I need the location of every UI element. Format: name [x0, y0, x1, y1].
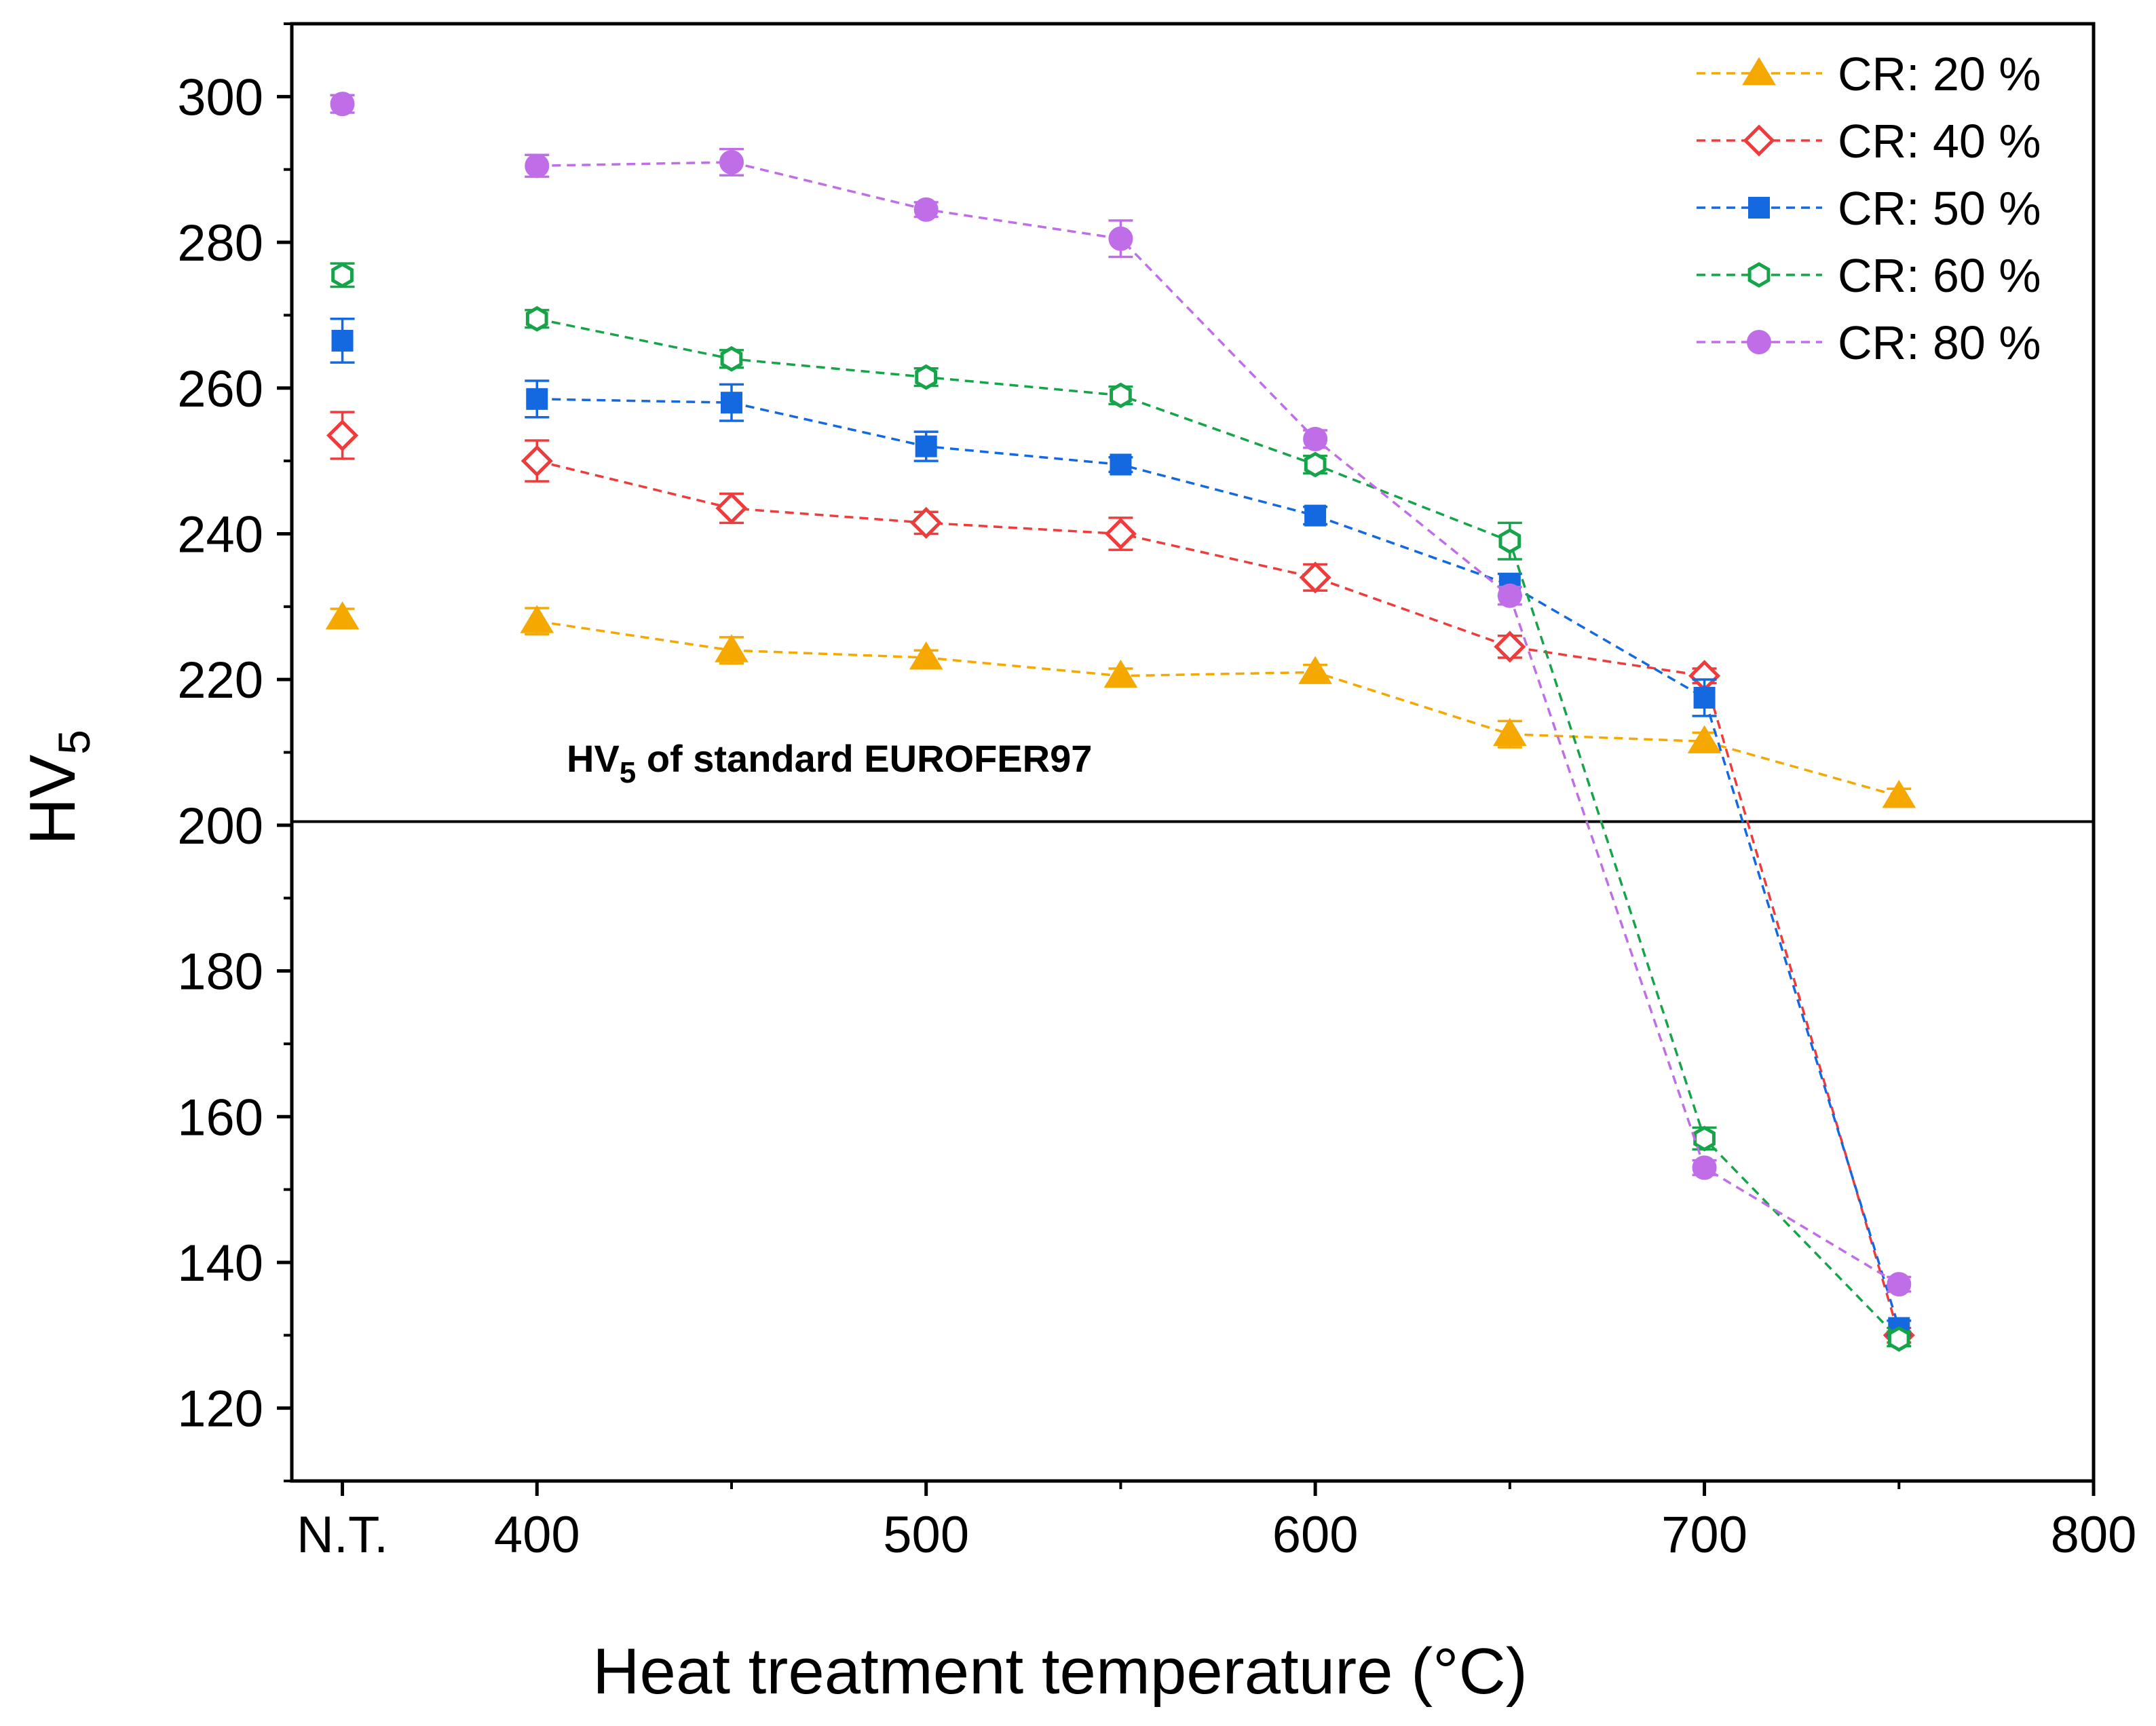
data-point [526, 388, 548, 410]
series-4 [330, 262, 1912, 1352]
data-point [1108, 226, 1133, 251]
y-axis-title: HV5 [16, 730, 99, 845]
data-point [1110, 382, 1132, 409]
reference-label-subscript: 5 [620, 756, 636, 789]
series-1 [325, 601, 1916, 808]
y-tick-label: 260 [177, 360, 263, 418]
y-axis-title-subscript: 5 [49, 730, 99, 755]
data-point [1298, 656, 1332, 684]
data-point [1104, 517, 1137, 550]
data-point [1304, 451, 1327, 478]
legend-marker [1743, 124, 1775, 157]
data-point [1693, 686, 1716, 709]
data-point [1882, 779, 1916, 808]
x-tick-label: 500 [883, 1506, 969, 1564]
x-tick-label: 400 [494, 1506, 580, 1564]
data-point [909, 641, 943, 670]
legend-label: CR: 40 % [1838, 115, 2041, 168]
series-5 [330, 92, 1912, 1297]
series-line [537, 398, 1900, 1329]
legend-marker [1747, 262, 1771, 288]
data-point [1103, 659, 1138, 688]
data-point [719, 149, 744, 174]
legend-label: CR: 80 % [1838, 316, 2041, 369]
series-3 [330, 318, 1912, 1339]
legend-entry-4: CR: 60 % [1697, 249, 2041, 302]
y-tick-label: 220 [177, 652, 263, 709]
series-line [537, 620, 1899, 798]
data-point [910, 506, 943, 539]
data-point [1494, 631, 1526, 663]
chart-series-layer [325, 92, 1916, 1352]
data-point [915, 364, 938, 390]
data-point [1497, 583, 1522, 608]
data-point [1693, 1125, 1716, 1152]
y-tick-label: 160 [177, 1089, 263, 1146]
plot-frame [290, 22, 2096, 1483]
data-point [325, 601, 360, 630]
series-line [537, 161, 1900, 1286]
data-point [913, 197, 939, 222]
data-point [720, 345, 743, 372]
data-point [1303, 426, 1328, 451]
data-point [715, 492, 748, 525]
x-tick-label: 700 [1661, 1506, 1747, 1564]
data-point [326, 419, 359, 452]
y-tick-label: 300 [177, 69, 263, 126]
legend-entry-2: CR: 40 % [1697, 115, 2041, 168]
legend-entry-1: CR: 20 % [1697, 48, 2041, 100]
series-2 [326, 411, 1915, 1351]
reference-label-main: HV [567, 737, 620, 780]
y-axis-title-main: HV [16, 755, 89, 845]
data-point [520, 605, 554, 633]
legend-label: CR: 50 % [1838, 182, 2041, 235]
y-tick-label: 180 [177, 943, 263, 1001]
data-point [525, 153, 550, 179]
reference-label-rest: of standard EUROFER97 [636, 737, 1092, 780]
legend-entry-3: CR: 50 % [1697, 182, 2041, 235]
x-tick-label: 600 [1272, 1506, 1359, 1564]
y-tick-label: 240 [177, 506, 263, 563]
x-tick-label: N.T. [297, 1506, 388, 1564]
y-tick-label: 140 [177, 1235, 263, 1292]
legend: CR: 20 % CR: 40 % CR: 50 % CR: 60 % CR: 80 % [1697, 48, 2041, 369]
legend-label: CR: 20 % [1838, 48, 2041, 100]
data-point [1299, 561, 1331, 594]
data-point [1498, 528, 1521, 555]
reference-line-label: HV5 of standard EUROFER97 [567, 737, 1092, 789]
y-tick-label: 200 [177, 798, 263, 855]
data-point [1687, 725, 1722, 753]
data-point [521, 445, 553, 477]
data-point [1492, 717, 1527, 747]
legend-marker [1748, 197, 1770, 219]
x-axis-title: Heat treatment temperature (°C) [592, 1635, 1528, 1708]
legend-marker [1747, 330, 1771, 354]
data-point [1887, 1326, 1910, 1352]
legend-label: CR: 60 % [1838, 249, 2041, 302]
chart-axes-layer: 120 140 160 180 200 220 240 260 280 300 N.T. 400 500… [177, 22, 2137, 1564]
data-point [1887, 1272, 1912, 1297]
legend-marker [1742, 57, 1776, 86]
y-tick-label: 280 [177, 214, 263, 272]
data-point [331, 262, 354, 288]
x-tick-label: 800 [2051, 1506, 2137, 1564]
data-point [915, 435, 937, 457]
data-point [720, 392, 742, 414]
data-point [525, 305, 548, 332]
data-point [330, 92, 355, 117]
data-point [331, 329, 354, 352]
data-point [715, 634, 749, 662]
series-line [536, 459, 1900, 1336]
series-line [536, 318, 1900, 1340]
y-tick-label: 120 [177, 1381, 263, 1438]
legend-entry-5: CR: 80 % [1697, 316, 2041, 369]
data-point [1304, 504, 1327, 527]
data-point [1692, 1155, 1717, 1180]
data-point [1110, 453, 1132, 476]
